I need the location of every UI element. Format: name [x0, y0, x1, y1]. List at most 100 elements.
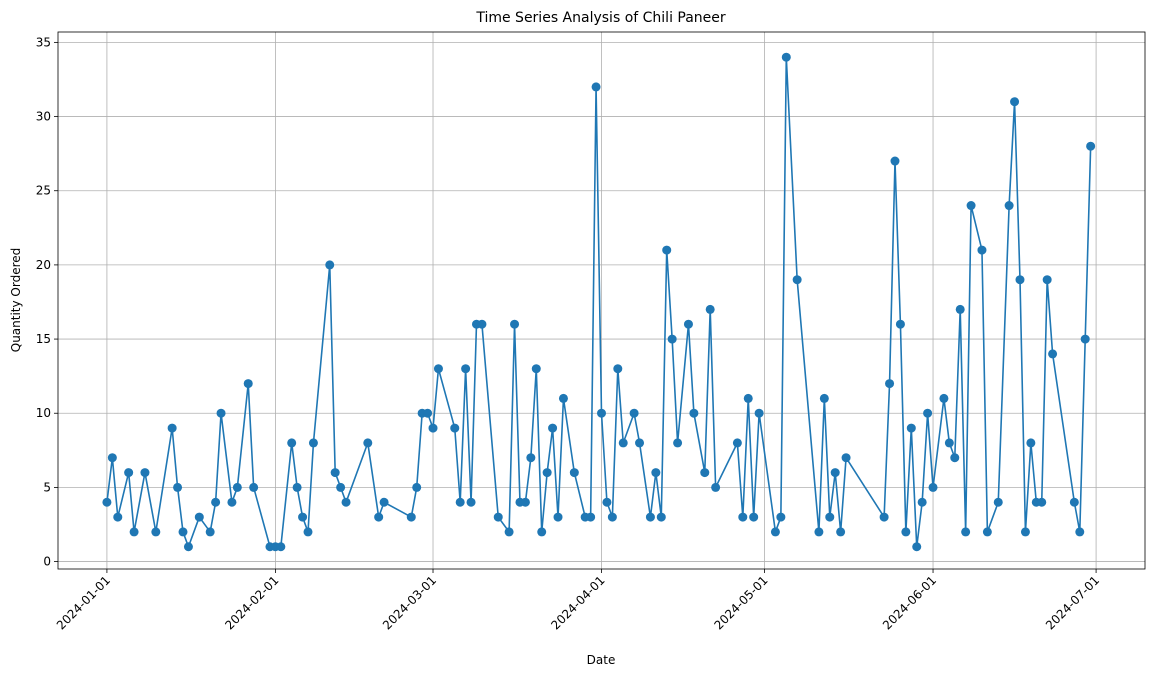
point — [591, 82, 601, 92]
point — [830, 468, 840, 478]
point — [651, 468, 661, 478]
point — [738, 512, 748, 522]
point — [341, 497, 351, 507]
point — [553, 512, 563, 522]
point — [901, 527, 911, 537]
point — [667, 334, 677, 344]
point — [412, 482, 422, 492]
point — [700, 468, 710, 478]
y-axis-label: Quantity Ordered — [9, 248, 23, 353]
point — [613, 364, 623, 374]
point — [966, 201, 976, 211]
point — [1020, 527, 1030, 537]
point — [1048, 349, 1058, 359]
point — [711, 482, 721, 492]
point — [455, 497, 465, 507]
point — [754, 408, 764, 418]
point — [1042, 275, 1052, 285]
point — [493, 512, 503, 522]
point — [303, 527, 313, 537]
point — [298, 512, 308, 522]
point — [705, 304, 715, 314]
point — [923, 408, 933, 418]
point — [406, 512, 416, 522]
point — [102, 497, 112, 507]
point — [232, 482, 242, 492]
point — [586, 512, 596, 522]
point — [732, 438, 742, 448]
point — [548, 423, 558, 433]
point — [124, 468, 134, 478]
point — [890, 156, 900, 166]
point — [1010, 97, 1020, 107]
point — [792, 275, 802, 285]
point — [113, 512, 123, 522]
point — [961, 527, 971, 537]
point — [433, 364, 443, 374]
point — [781, 52, 791, 62]
point — [1069, 497, 1079, 507]
point — [129, 527, 139, 537]
plot — [102, 52, 1096, 552]
point — [461, 364, 471, 374]
point — [1004, 201, 1014, 211]
point — [825, 512, 835, 522]
point — [917, 497, 927, 507]
point — [950, 453, 960, 463]
point — [178, 527, 188, 537]
point — [520, 497, 530, 507]
point — [1075, 527, 1085, 537]
point — [618, 438, 628, 448]
point — [183, 542, 193, 552]
point — [276, 542, 286, 552]
point — [173, 482, 183, 492]
point — [531, 364, 541, 374]
point — [749, 512, 759, 522]
point — [287, 438, 297, 448]
point — [656, 512, 666, 522]
point — [151, 527, 161, 537]
point — [993, 497, 1003, 507]
point — [939, 393, 949, 403]
point — [770, 527, 780, 537]
point — [216, 408, 226, 418]
point — [107, 453, 117, 463]
x-axis-label: Date — [587, 653, 616, 667]
point — [662, 245, 672, 255]
point — [211, 497, 221, 507]
point — [1080, 334, 1090, 344]
point — [683, 319, 693, 329]
point — [928, 482, 938, 492]
point — [569, 468, 579, 478]
y-tick-label: 0 — [43, 555, 51, 569]
y-tick-label: 15 — [36, 332, 51, 346]
y-tick-label: 10 — [36, 406, 51, 420]
y-tick-label: 35 — [36, 35, 51, 49]
point — [450, 423, 460, 433]
point — [428, 423, 438, 433]
point — [325, 260, 335, 270]
point — [1037, 497, 1047, 507]
point — [1015, 275, 1025, 285]
point — [542, 468, 552, 478]
point — [597, 408, 606, 418]
point — [629, 408, 639, 418]
point — [423, 408, 433, 418]
point — [819, 393, 829, 403]
point — [607, 512, 617, 522]
point — [526, 453, 536, 463]
point — [308, 438, 318, 448]
point — [466, 497, 476, 507]
point — [977, 245, 987, 255]
y-tick-label: 25 — [36, 184, 51, 198]
point — [477, 319, 487, 329]
point — [689, 408, 699, 418]
point — [906, 423, 916, 433]
y-tick-label: 5 — [43, 480, 51, 494]
point — [743, 393, 753, 403]
point — [776, 512, 786, 522]
point — [167, 423, 177, 433]
point — [243, 379, 253, 389]
